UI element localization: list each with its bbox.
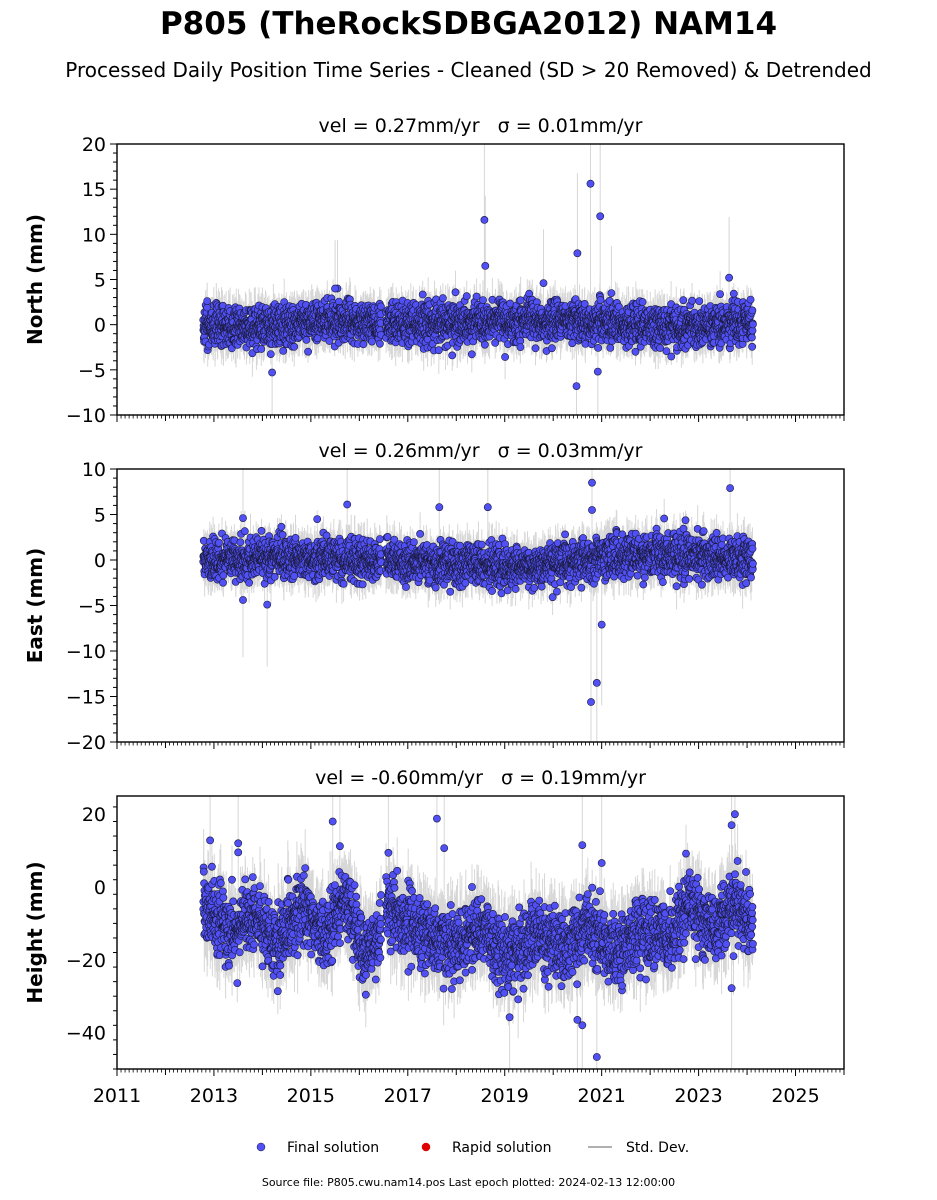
north-point xyxy=(596,212,605,221)
east-point xyxy=(375,535,384,543)
y-tick-label: 20 xyxy=(82,134,106,156)
north-point xyxy=(749,320,757,329)
north-point xyxy=(438,294,447,303)
north-point xyxy=(418,290,427,299)
north-point xyxy=(607,289,616,297)
north-point xyxy=(467,350,476,359)
east-point xyxy=(461,579,470,587)
north-point xyxy=(480,215,489,224)
north-point xyxy=(573,249,582,258)
north-point xyxy=(480,340,489,349)
north-point xyxy=(638,298,647,306)
north-axes-frame xyxy=(116,143,845,416)
north-point xyxy=(451,288,460,297)
north-point xyxy=(695,297,704,305)
north-point xyxy=(539,279,548,287)
y-tick-label: −10 xyxy=(66,405,106,427)
east-point xyxy=(219,578,227,587)
east-point xyxy=(219,571,228,580)
north-point xyxy=(725,273,733,282)
north-point xyxy=(479,296,487,304)
east-point xyxy=(290,572,299,580)
north-point xyxy=(501,353,509,361)
north-point xyxy=(268,368,276,377)
north-point xyxy=(596,296,605,304)
east-point xyxy=(383,533,392,541)
east-point xyxy=(416,530,424,538)
north-point xyxy=(606,343,615,352)
north-data xyxy=(199,144,757,415)
east-point xyxy=(278,530,287,539)
east-point xyxy=(270,573,279,581)
north-point xyxy=(434,346,443,355)
north-point xyxy=(376,302,385,311)
north-point xyxy=(359,340,368,349)
y-tick-label: −5 xyxy=(78,360,106,382)
north-point xyxy=(748,306,757,315)
north-point xyxy=(679,296,688,305)
north-y-axis-label: North (mm) xyxy=(23,214,47,345)
east-point xyxy=(236,538,245,547)
east-point xyxy=(245,578,253,587)
north-point xyxy=(593,367,602,376)
y-tick-label: 5 xyxy=(94,270,106,292)
north-panel-title: vel = 0.27mm/yr σ = 0.01mm/yr xyxy=(319,115,643,137)
east-point xyxy=(240,527,249,536)
east-point xyxy=(446,587,455,596)
north-point xyxy=(304,347,312,356)
north-point xyxy=(586,179,595,188)
north-point xyxy=(375,339,384,348)
panel-north: −10 −5 0 5 10 15 20 vel = 0.27mm/yr σ = 0.01mm/… xyxy=(23,115,845,427)
north-point xyxy=(302,335,311,344)
north-point xyxy=(656,344,664,352)
north-point xyxy=(462,292,471,301)
north-point xyxy=(594,343,602,352)
north-point xyxy=(572,382,581,390)
east-point xyxy=(313,515,322,523)
east-point xyxy=(358,580,367,589)
north-point xyxy=(748,342,757,351)
north-point xyxy=(368,337,376,346)
east-point xyxy=(431,583,440,592)
north-point xyxy=(729,289,738,298)
north-point xyxy=(506,299,514,308)
chart-subtitle: Processed Daily Position Time Series - C… xyxy=(65,58,872,82)
north-point xyxy=(481,261,490,270)
north-point xyxy=(667,352,676,361)
east-point xyxy=(257,527,266,535)
east-point xyxy=(402,583,410,591)
y-tick-label: 10 xyxy=(82,224,106,246)
east-point xyxy=(291,534,300,542)
north-point xyxy=(331,284,339,293)
north-stddev-bars xyxy=(202,144,754,415)
north-point xyxy=(748,333,756,342)
y-tick-label: 15 xyxy=(82,179,106,201)
north-point xyxy=(472,292,481,301)
east-point xyxy=(277,522,286,531)
north-point xyxy=(516,296,525,305)
east-point xyxy=(339,580,348,588)
north-point xyxy=(257,345,266,353)
north-point xyxy=(203,297,212,305)
north-point xyxy=(266,350,275,358)
north-point xyxy=(516,343,525,351)
north-point xyxy=(279,346,288,355)
y-tick-label: 0 xyxy=(94,315,106,337)
north-point xyxy=(548,344,556,353)
north-point xyxy=(448,351,457,360)
north-point xyxy=(531,344,540,353)
chart-title: P805 (TheRockSDBGA2012) NAM14 xyxy=(159,6,778,42)
north-point xyxy=(746,295,755,304)
north-point xyxy=(290,342,299,351)
north-point xyxy=(716,290,724,298)
east-point xyxy=(214,538,223,547)
north-point xyxy=(688,296,696,305)
east-point xyxy=(409,538,418,546)
